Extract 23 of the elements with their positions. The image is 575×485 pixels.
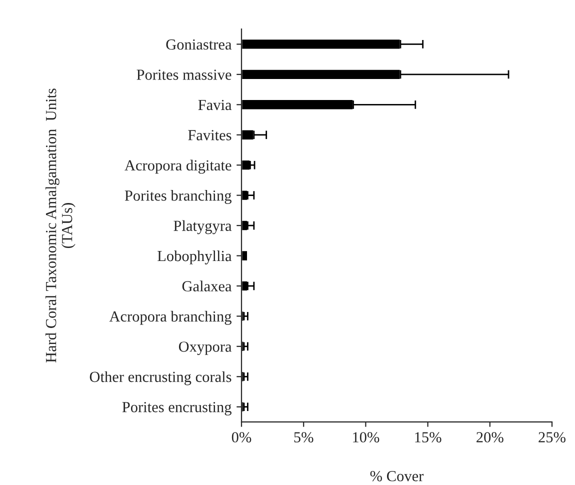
y-tick-label: Galaxea xyxy=(182,280,232,292)
x-tick-label: 5% xyxy=(294,432,314,442)
x-tick-label: 10% xyxy=(353,432,380,442)
y-tick-label: Porites branching xyxy=(124,190,232,204)
bar xyxy=(242,250,248,262)
y-tick-label: Oxypora xyxy=(178,342,232,355)
y-tick-label: Favia xyxy=(198,100,232,110)
y-tick-label: Other encrusting corals xyxy=(90,371,232,386)
x-axis-title: % Cover xyxy=(370,470,424,482)
y-tick-label: Favites xyxy=(188,130,232,140)
y-axis-title: Hard Coral Taxonomic Amalgamation Units (TAUs) xyxy=(45,88,76,363)
x-tick-label: 25% xyxy=(538,432,566,442)
y-tick-label: Goniastrea xyxy=(166,39,232,50)
y-tick-label: Acropora branching xyxy=(109,310,232,325)
bar xyxy=(242,159,251,172)
y-tick-label: Porites massive xyxy=(136,70,232,80)
x-tick-label: 0% xyxy=(232,432,252,442)
y-tick-label: Lobophyllia xyxy=(158,250,232,264)
x-tick-label: 15% xyxy=(415,432,442,442)
y-tick-label: Platygyra xyxy=(174,220,232,234)
y-tick-label: Acropora digitate xyxy=(124,160,232,174)
x-tick-label: 20% xyxy=(476,432,504,442)
y-tick-label: Porites encrusting xyxy=(122,402,232,416)
